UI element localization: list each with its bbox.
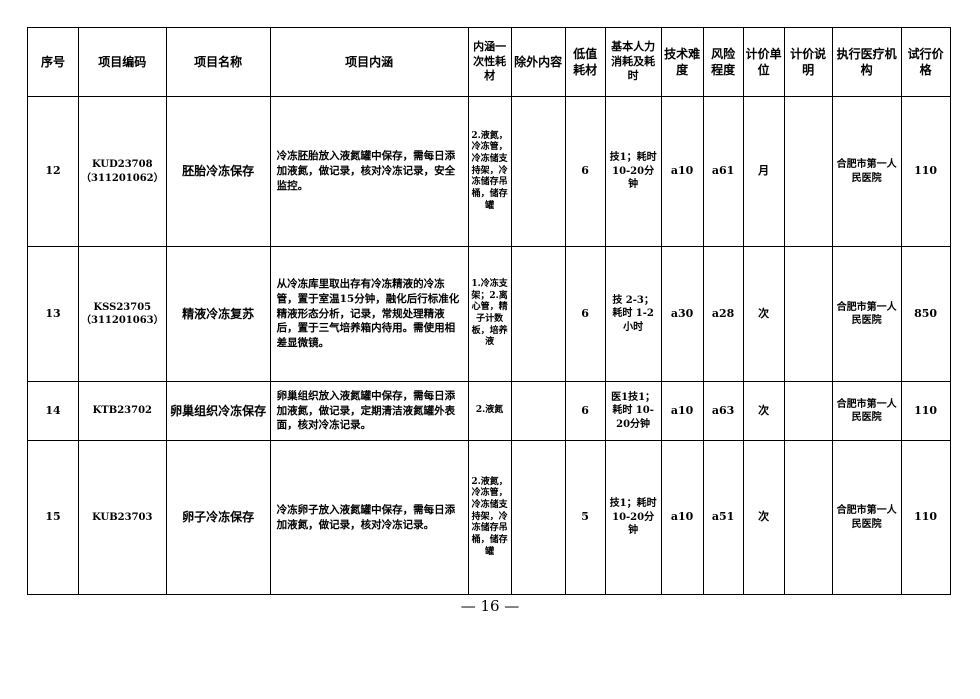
- price-table: 序号 项目编码 项目名称 项目内涵 内涵一次性耗材 除外内容 低值耗材 基本人力消耗及耗时 技术…: [27, 27, 951, 595]
- cell-code: KSS23705（311201063）: [78, 246, 167, 382]
- table-row: 14 KTB23702 卵巢组织冷冻保存 卵巢组织放入液氮罐中保存，需每日添加液氮，做…: [27, 381, 951, 441]
- cell-low-value: 5: [564, 440, 606, 595]
- cell-content: 冷冻胚胎放入液氮罐中保存，需每日添加液氮，做记录，核对冷冻记录，安全监控。: [269, 96, 469, 247]
- cell-note: [783, 440, 833, 595]
- column-header: 序号: [27, 27, 79, 97]
- column-header: 除外内容: [510, 27, 566, 97]
- cell-excluded: [510, 96, 566, 247]
- cell-consumables: 2.液氮，冷冻管，冷冻储支持架，冷冻储存吊桶，储存罐: [467, 440, 512, 595]
- cell-difficulty: a30: [660, 246, 704, 382]
- cell-note: [783, 96, 833, 247]
- cell-labor: 技 2-3；耗时 1-2小时: [604, 246, 662, 382]
- cell-labor: 技1；耗时 10-20分钟: [604, 96, 662, 247]
- table-row: 15 KUB23703 卵子冷冻保存 冷冻卵子放入液氮罐中保存，需每日添加液氮，做记录…: [27, 440, 951, 595]
- column-header: 项目内涵: [269, 27, 469, 97]
- cell-difficulty: a10: [660, 440, 704, 595]
- cell-institution: 合肥市第一人民医院: [831, 381, 902, 441]
- column-header: 项目名称: [165, 27, 271, 97]
- cell-price: 110: [900, 96, 951, 247]
- column-header: 技术难度: [660, 27, 704, 97]
- cell-difficulty: a10: [660, 96, 704, 247]
- cell-unit: 月: [742, 96, 785, 247]
- cell-risk: a51: [702, 440, 744, 595]
- table-row: 13 KSS23705（311201063） 精液冷冻复苏 从冷冻库里取出存有冷冻精液…: [27, 246, 951, 382]
- cell-content: 从冷冻库里取出存有冷冻精液的冷冻管，置于室温15分钟，融化后行标准化精液形态分析…: [269, 246, 469, 382]
- cell-code: KTB23702: [78, 381, 167, 441]
- column-header: 计价单位: [742, 27, 785, 97]
- cell-name: 卵巢组织冷冻保存: [165, 381, 271, 441]
- cell-excluded: [510, 246, 566, 382]
- header-row: 序号 项目编码 项目名称 项目内涵 内涵一次性耗材 除外内容 低值耗材 基本人力消耗及耗时 技术…: [27, 27, 951, 97]
- cell-no: 15: [27, 440, 79, 595]
- column-header: 试行价格: [900, 27, 951, 97]
- cell-consumables: 2.液氮，冷冻管，冷冻储支持架，冷冻储存吊桶，储存罐: [467, 96, 512, 247]
- cell-consumables: 2.液氮: [467, 381, 512, 441]
- cell-risk: a28: [702, 246, 744, 382]
- column-header: 基本人力消耗及耗时: [604, 27, 662, 97]
- cell-code: KUB23703: [78, 440, 167, 595]
- cell-name: 胚胎冷冻保存: [165, 96, 271, 247]
- cell-risk: a61: [702, 96, 744, 247]
- column-header: 计价说明: [783, 27, 833, 97]
- cell-price: 850: [900, 246, 951, 382]
- cell-institution: 合肥市第一人民医院: [831, 246, 902, 382]
- cell-excluded: [510, 440, 566, 595]
- cell-note: [783, 381, 833, 441]
- cell-risk: a63: [702, 381, 744, 441]
- cell-no: 12: [27, 96, 79, 247]
- cell-no: 13: [27, 246, 79, 382]
- cell-unit: 次: [742, 381, 785, 441]
- cell-content: 冷冻卵子放入液氮罐中保存，需每日添加液氮，做记录，核对冷冻记录。: [269, 440, 469, 595]
- cell-low-value: 6: [564, 381, 606, 441]
- cell-low-value: 6: [564, 96, 606, 247]
- column-header: 低值耗材: [564, 27, 606, 97]
- column-header: 执行医疗机构: [831, 27, 902, 97]
- cell-name: 精液冷冻复苏: [165, 246, 271, 382]
- cell-excluded: [510, 381, 566, 441]
- cell-unit: 次: [742, 246, 785, 382]
- column-header: 内涵一次性耗材: [467, 27, 512, 97]
- cell-price: 110: [900, 440, 951, 595]
- cell-note: [783, 246, 833, 382]
- cell-unit: 次: [742, 440, 785, 595]
- cell-consumables: 1.冷冻支架；2.离心管，精子计数板，培养液: [467, 246, 512, 382]
- cell-name: 卵子冷冻保存: [165, 440, 271, 595]
- cell-content: 卵巢组织放入液氮罐中保存，需每日添加液氮，做记录，定期清洁液氮罐外表面，核对冷冻…: [269, 381, 469, 441]
- cell-difficulty: a10: [660, 381, 704, 441]
- page-number: — 16 —: [460, 597, 520, 615]
- cell-code: KUD23708（311201062）: [78, 96, 167, 247]
- cell-institution: 合肥市第一人民医院: [831, 96, 902, 247]
- table-row: 12 KUD23708（311201062） 胚胎冷冻保存 冷冻胚胎放入液氮罐中保存，…: [27, 96, 951, 247]
- cell-low-value: 6: [564, 246, 606, 382]
- cell-no: 14: [27, 381, 79, 441]
- cell-institution: 合肥市第一人民医院: [831, 440, 902, 595]
- cell-labor: 医1技1；耗时 10-20分钟: [604, 381, 662, 441]
- cell-labor: 技1；耗时 10-20分钟: [604, 440, 662, 595]
- column-header: 项目编码: [78, 27, 167, 97]
- column-header: 风险程度: [702, 27, 744, 97]
- cell-price: 110: [900, 381, 951, 441]
